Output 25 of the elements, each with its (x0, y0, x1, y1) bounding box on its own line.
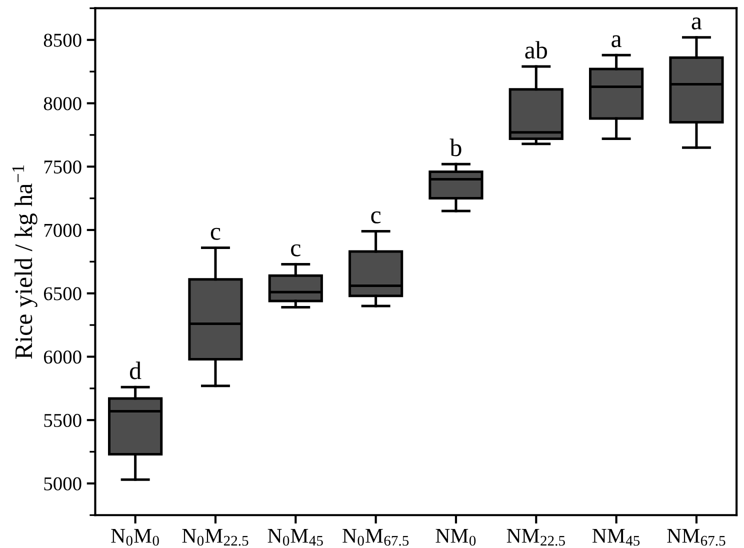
annotation: d (130, 362, 142, 380)
x-tick-label: NM$_{0}$ (436, 529, 476, 546)
y-tick-label: 5500 (44, 414, 82, 428)
annotation: c (291, 244, 300, 256)
y-tick-label: 7500 (44, 160, 82, 174)
y-tick-label: 6500 (44, 287, 82, 300)
y-tick-label: 7000 (44, 224, 82, 237)
annotation: c (210, 228, 220, 240)
x-tick-label: N$_{0}$M$_{67.5}$ (342, 529, 409, 546)
annotation: b (450, 138, 462, 156)
x-tick-label: N$_{0}$M$_{0}$ (111, 529, 159, 546)
y-tick-label: 8000 (44, 97, 82, 110)
y-tick-label: 8500 (44, 34, 82, 47)
y-tick-label: 5000 (44, 477, 82, 490)
x-tick-label: NM$_{45}$ (592, 529, 640, 546)
annotation: a (612, 35, 622, 48)
annotation: a (692, 18, 702, 30)
x-tick-label: NM$_{67.5}$ (667, 529, 726, 546)
x-tick-label: N$_{0}$M$_{45}$ (268, 529, 323, 546)
annotation: c (371, 211, 381, 224)
annotation: ab (525, 41, 547, 59)
x-tick-label: N$_{0}$M$_{22.5}$ (182, 529, 248, 546)
x-tick-label: NM$_{22.5}$ (506, 529, 565, 546)
y-axis-title: Rice yield / kg ha$^{−1}$ (12, 165, 38, 359)
y-tick-label: 6000 (44, 350, 82, 364)
